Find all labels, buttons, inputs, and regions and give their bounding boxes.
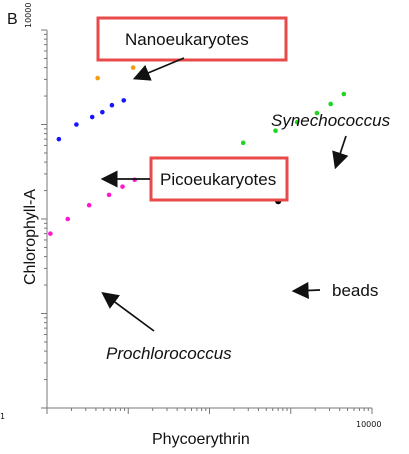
point-picoeukaryotes-1 [56, 136, 62, 142]
point-synechococcus-1 [240, 140, 246, 146]
point-prochlorococcus-3 [86, 202, 92, 208]
x-axis-label: Phycoerythrin [152, 431, 250, 448]
point-synechococcus-3 [294, 119, 300, 125]
point-picoeukaryotes-2 [74, 122, 79, 127]
annotation-text-picoeukaryotes: Picoeukaryotes [160, 170, 276, 189]
series-synechococcus [240, 91, 347, 146]
annotation-arrow-beads [291, 281, 321, 299]
point-prochlorococcus-5 [120, 184, 125, 189]
y-axis-label: Chlorophyll-A [22, 189, 39, 285]
annotation-arrow-nanoeukaryotes [132, 57, 185, 81]
panel-label: B [7, 11, 18, 28]
point-synechococcus-5 [328, 101, 333, 107]
point-synechococcus-2 [273, 128, 278, 133]
annotation-arrow-prochlorococcus [101, 291, 155, 332]
point-prochlorococcus-4 [106, 192, 112, 198]
annotation-arrow-synechococcus [332, 135, 349, 170]
y-top-tick-label: 10000 [24, 3, 33, 28]
point-nanoeukaryotes-1 [95, 75, 100, 81]
x-end-tick-label: 10000 [356, 420, 381, 429]
annotation-text-nanoeukaryotes: Nanoeukaryotes [125, 30, 249, 49]
x-start-tick-label: 1 [0, 412, 5, 421]
point-prochlorococcus-2 [65, 216, 71, 222]
point-picoeukaryotes-5 [109, 102, 115, 108]
annotation-box-nanoeukaryotes [96, 16, 288, 62]
point-prochlorococcus-1 [48, 231, 53, 236]
annotation-layer: Nanoeukaryotes Picoeukaryotes Synechococ… [96, 16, 391, 363]
point-synechococcus-4 [314, 110, 320, 116]
point-synechococcus-6 [341, 91, 347, 97]
annotation-box-picoeukaryotes [149, 156, 289, 202]
series-prochlorococcus [48, 177, 137, 236]
point-picoeukaryotes-3 [89, 114, 95, 120]
series-picoeukaryotes [56, 98, 127, 142]
annotation-text-beads: beads [332, 281, 378, 300]
annotation-text-prochlorococcus: Prochlorococcus [106, 344, 232, 363]
point-picoeukaryotes-4 [100, 109, 105, 115]
axis-ticks [41, 29, 373, 414]
point-nanoeukaryotes-5 [130, 65, 136, 70]
point-picoeukaryotes-6 [121, 98, 127, 103]
annotation-text-synechococcus: Synechococcus [271, 111, 391, 130]
